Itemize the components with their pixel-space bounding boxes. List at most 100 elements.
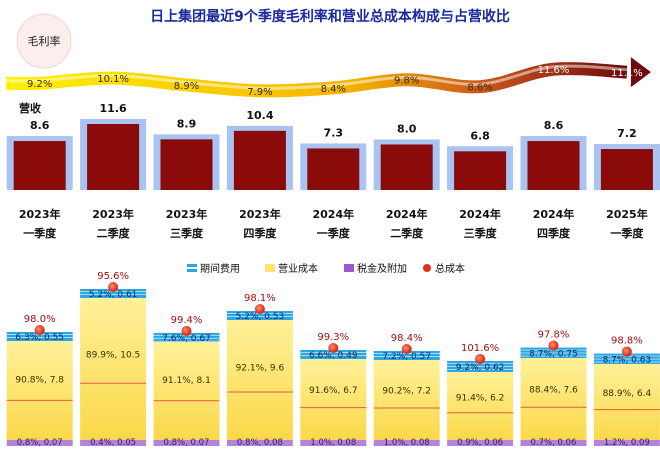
legend-total-cost: 总成本 xyxy=(435,262,465,275)
legend-period-expense-swatch-stripe xyxy=(187,267,197,269)
gross-margin-value-label: 7.9% xyxy=(247,87,272,98)
operating-cost-segment xyxy=(520,358,587,440)
tax-label: 0.8%, 0.07 xyxy=(164,438,210,448)
gross-margin-badge: 毛利率 xyxy=(16,13,72,69)
category-quarter-label: 四季度 xyxy=(537,226,571,240)
category-year-label: 2023年 xyxy=(166,207,208,221)
tax-segment xyxy=(520,440,587,446)
operating-cost-segment xyxy=(6,341,73,440)
period-expense-label: 6.6%, 0.49 xyxy=(309,351,358,361)
gross-margin-arrow-head xyxy=(630,57,651,88)
category-quarter-label: 三季度 xyxy=(170,226,204,240)
operating-cost-segment xyxy=(373,360,440,440)
period-expense-stripe xyxy=(593,358,660,360)
revenue-label: 营收 xyxy=(19,101,41,115)
period-expense-segment xyxy=(226,311,293,320)
total-cost-dot xyxy=(108,282,119,292)
period-expense-stripe xyxy=(153,340,220,342)
category-year-label: 2024年 xyxy=(312,207,354,221)
revenue-value-label: 7.3 xyxy=(324,126,344,139)
tax-label: 0.9%, 0.06 xyxy=(457,438,503,448)
category-year-label: 2023年 xyxy=(92,207,134,221)
period-expense-label: 7.6%, 0.67 xyxy=(162,334,211,344)
category-year-label: 2025年 xyxy=(606,207,648,221)
operating-cost-label: 90.8%, 7.8 xyxy=(15,376,64,386)
legend-tax-swatch xyxy=(344,264,354,272)
total-cost-dot xyxy=(401,344,412,354)
gross-margin-value-label: 8.4% xyxy=(321,84,346,95)
total-cost-dot xyxy=(621,346,632,357)
tax-segment xyxy=(593,440,660,446)
total-cost-dot xyxy=(328,343,339,353)
tax-label: 0.8%, 0.07 xyxy=(17,438,63,448)
revenue-bar xyxy=(307,148,360,190)
period-expense-label: 7.2%, 0.57 xyxy=(382,352,431,362)
gross-margin-ribbon-body xyxy=(5,62,628,98)
period-expense-label: 8.7%, 0.75 xyxy=(529,349,578,359)
tax-label: 1.0%, 0.08 xyxy=(384,438,430,448)
operating-cost-label: 90.2%, 7.2 xyxy=(382,387,431,397)
category-quarter-label: 二季度 xyxy=(97,226,131,240)
gross-margin-value-label: 9.2% xyxy=(27,79,52,90)
period-expense-stripe xyxy=(300,355,367,356)
operating-cost-label: 88.9%, 6.4 xyxy=(603,389,652,399)
category-year-label: 2024年 xyxy=(533,207,575,221)
period-expense-stripe xyxy=(447,365,514,367)
gross-margin-ribbon-highlight xyxy=(5,64,627,90)
total-cost-dot xyxy=(475,353,486,364)
operating-cost-segment xyxy=(593,364,660,440)
category-quarter-label: 一季度 xyxy=(610,226,644,240)
period-expense-label: 5.2%, 0.53 xyxy=(236,312,285,322)
total-cost-label: 99.3% xyxy=(317,332,349,343)
gross-margin-value-label: 8.9% xyxy=(174,81,199,92)
total-cost-label: 98.1% xyxy=(244,293,276,304)
category-year-label: 2023年 xyxy=(239,207,281,221)
revenue-value-label: 10.4 xyxy=(246,109,273,122)
total-cost-label: 99.4% xyxy=(171,315,203,326)
revenue-value-label: 7.2 xyxy=(617,127,637,140)
period-expense-stripe xyxy=(153,337,220,339)
period-expense-stripe xyxy=(6,337,73,338)
category-year-label: 2024年 xyxy=(386,207,428,221)
category-quarter-label: 四季度 xyxy=(243,226,277,240)
category-quarter-label: 一季度 xyxy=(23,226,57,240)
legend-period-expense: 期间费用 xyxy=(200,262,240,275)
tax-label: 1.2%, 0.09 xyxy=(604,438,650,448)
total-cost-label: 95.6% xyxy=(97,271,129,282)
gross-margin-value-label: 9.8% xyxy=(394,76,419,87)
gross-margin-value-label: 11.6% xyxy=(538,65,570,76)
period-expense-segment xyxy=(373,351,440,360)
period-expense-segment xyxy=(6,332,73,341)
period-expense-stripe xyxy=(593,361,660,363)
chart-title: 日上集团最近9个季度毛利率和营业总成本构成与占营收比 xyxy=(150,8,510,25)
operating-cost-label: 91.6%, 6.7 xyxy=(309,386,358,396)
revenue-bar xyxy=(160,139,213,190)
total-cost-dot xyxy=(181,325,192,336)
tax-label: 0.8%, 0.08 xyxy=(237,438,283,448)
total-cost-label: 98.0% xyxy=(24,314,56,325)
operating-cost-label: 91.4%, 6.2 xyxy=(456,394,505,404)
revenue-bar xyxy=(600,149,653,190)
revenue-value-label: 8.0 xyxy=(397,122,417,135)
operating-cost-label: 92.1%, 9.6 xyxy=(236,363,285,373)
period-expense-segment xyxy=(153,332,220,342)
period-expense-stripe xyxy=(520,355,587,357)
tax-segment xyxy=(447,440,514,446)
total-cost-label: 98.4% xyxy=(391,333,423,344)
tax-segment xyxy=(6,440,73,446)
period-expense-segment xyxy=(300,350,367,359)
operating-cost-segment xyxy=(226,320,293,440)
operating-cost-segment xyxy=(300,359,367,440)
period-expense-label: 5.2%, 0.61 xyxy=(89,290,138,300)
gross-margin-ribbon xyxy=(5,57,651,98)
revenue-bar xyxy=(380,144,433,190)
revenue-value-label: 6.8 xyxy=(470,129,490,142)
legend-total-cost-dot xyxy=(423,264,431,272)
category-quarter-label: 三季度 xyxy=(464,226,498,240)
operating-cost-segment xyxy=(153,342,220,440)
category-quarter-label: 二季度 xyxy=(390,226,424,240)
legend-operating-cost: 营业成本 xyxy=(278,262,318,275)
category-quarter-label: 一季度 xyxy=(317,226,351,240)
